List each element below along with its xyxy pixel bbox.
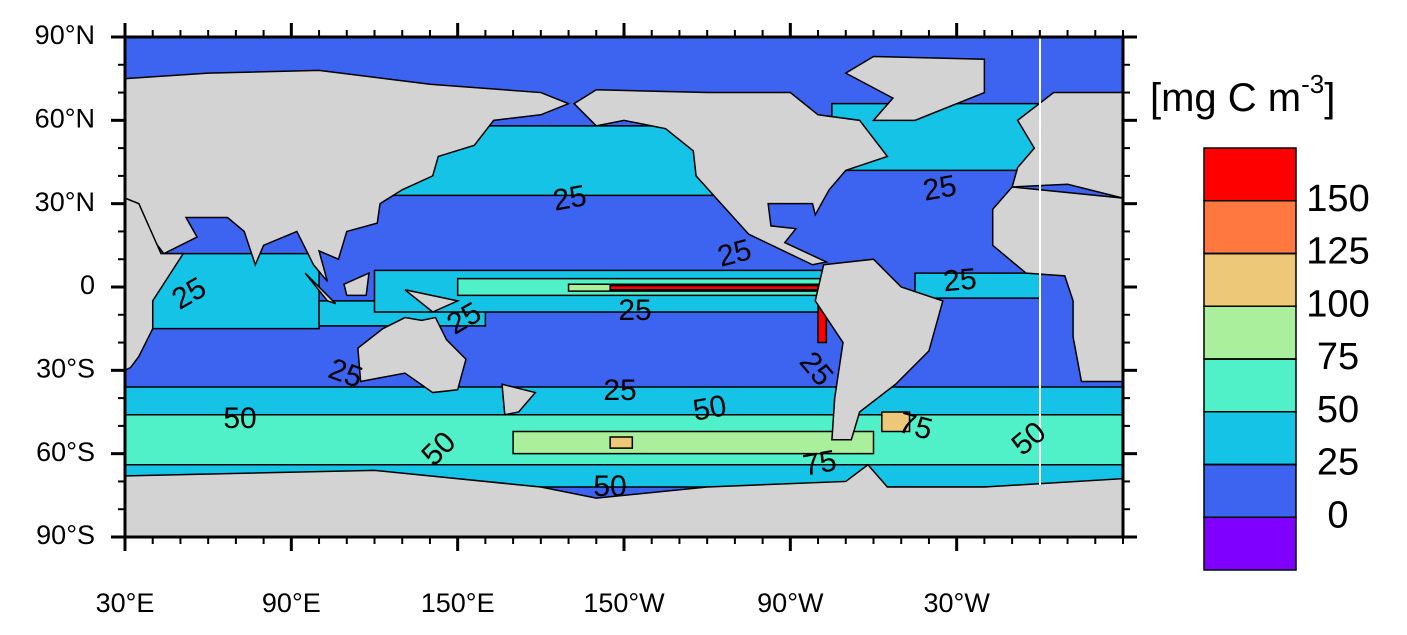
ocean-band (609, 436, 634, 449)
lon-tick-label: 150°E (421, 588, 495, 618)
lon-tick-label: 30°W (924, 588, 991, 618)
land (357, 316, 467, 394)
colorbar-label: 0 (1327, 494, 1348, 536)
lon-tick-label: 150°W (583, 588, 665, 618)
lat-tick-label: 90°N (35, 20, 95, 50)
lon-tick-label: 90°W (757, 588, 824, 618)
colorbar-box (1203, 200, 1297, 255)
colorbar-unit: [mg C m-3] (1150, 69, 1335, 120)
colorbar-label: 125 (1306, 231, 1369, 273)
land (814, 258, 944, 441)
land (304, 272, 337, 305)
upwelling (609, 284, 822, 291)
ocean-band (512, 430, 875, 455)
map (123, 35, 1125, 539)
colorbar-label: 150 (1306, 178, 1369, 220)
contour-label: 50 (223, 402, 256, 435)
land (844, 55, 986, 122)
lon-tick-label: 90°E (262, 588, 321, 618)
land (991, 186, 1124, 383)
colorbar-box (1203, 463, 1297, 518)
colorbar-box (1203, 358, 1297, 413)
contour-label: 25 (603, 374, 636, 407)
unit-close: ] (1324, 76, 1335, 120)
colorbar-box (1203, 305, 1297, 360)
colorbar-box (1203, 147, 1297, 202)
colorbar-label: 50 (1317, 389, 1359, 431)
contour-label: 25 (618, 294, 651, 327)
colorbar-label: 100 (1306, 283, 1369, 325)
lat-tick-label: 30°N (35, 187, 95, 217)
lat-tick-label: 60°N (35, 103, 95, 133)
lat-tick-label: 90°S (36, 520, 95, 550)
land (501, 383, 537, 416)
contour-label: 50 (593, 470, 626, 503)
colorbar-label: 75 (1317, 336, 1359, 378)
land (343, 271, 370, 297)
colorbar-box (1203, 411, 1297, 466)
land (124, 69, 571, 282)
contour-label: 25 (920, 169, 959, 207)
ocean-band (881, 411, 911, 433)
contour-label: 25 (550, 179, 589, 217)
colorbar-label: 25 (1317, 442, 1359, 484)
land (404, 289, 461, 313)
contour-label: 50 (690, 389, 729, 427)
colorbar-box (1203, 252, 1297, 307)
land (124, 197, 185, 372)
lon-tick-label: 30°E (96, 588, 155, 618)
unit-sup: -3 (1301, 69, 1324, 99)
lat-tick-label: 0 (80, 270, 95, 300)
contour-label: 25 (942, 263, 978, 299)
contour-label: 75 (800, 444, 839, 482)
colorbar-box (1203, 516, 1297, 571)
land (572, 89, 889, 266)
unit-base: [mg C m (1150, 76, 1301, 120)
lat-tick-label: 30°S (36, 353, 95, 383)
lat-tick-label: 60°S (36, 437, 95, 467)
